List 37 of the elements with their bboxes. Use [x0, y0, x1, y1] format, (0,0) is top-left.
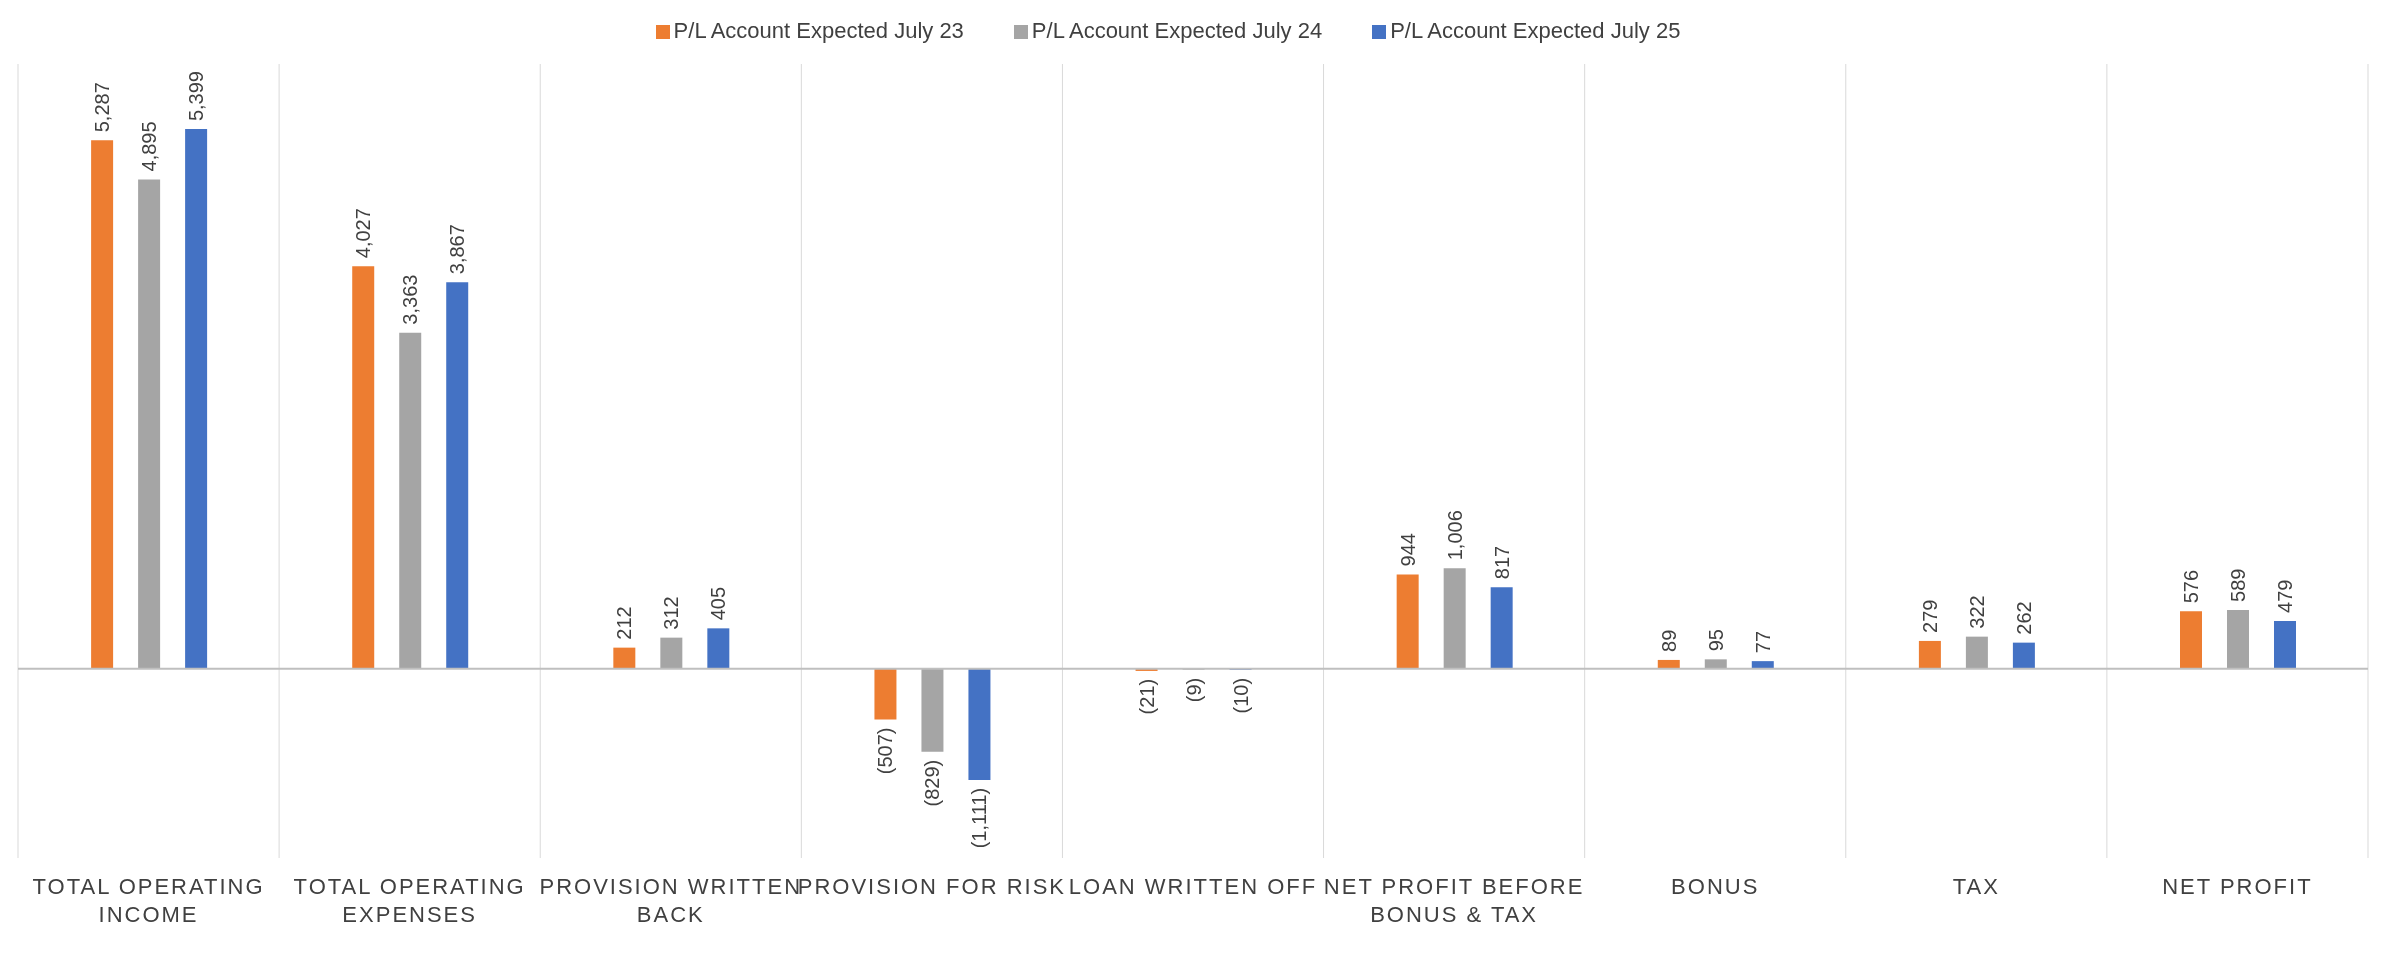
- x-tick-label: TOTAL OPERATING EXPENSES: [293, 874, 526, 927]
- data-label: 3,363: [399, 274, 422, 325]
- data-label: 4,027: [352, 208, 375, 259]
- data-label: 77: [1751, 630, 1774, 654]
- data-label: 4,895: [138, 121, 161, 172]
- data-label: (507): [874, 727, 897, 775]
- data-label: (9): [1182, 677, 1205, 703]
- data-label: 576: [2180, 569, 2202, 604]
- data-label: 405: [707, 586, 730, 621]
- data-label: 95: [1704, 629, 1727, 652]
- data-label: (1,111): [968, 787, 991, 849]
- x-tick-label: TOTAL OPERATING INCOME: [32, 874, 265, 927]
- x-tick-label: BONUS: [1671, 874, 1760, 899]
- data-label: (21): [1135, 678, 1158, 715]
- data-label: 3,867: [446, 224, 469, 275]
- x-tick-label: NET PROFIT: [2162, 874, 2313, 899]
- data-label: 322: [1965, 595, 1988, 629]
- x-tick-label: NET PROFIT BEFORE BONUS & TAX: [1323, 874, 1585, 927]
- data-label: 279: [1918, 599, 1941, 633]
- data-label: 589: [2227, 568, 2249, 602]
- data-label: 212: [613, 606, 636, 640]
- x-tick-label: LOAN WRITTEN OFF: [1068, 874, 1318, 899]
- data-label: 312: [660, 596, 683, 630]
- data-label: (829): [921, 759, 944, 807]
- data-label: 5,287: [91, 82, 114, 133]
- data-label: (10): [1229, 677, 1252, 714]
- data-label: 262: [2012, 601, 2035, 635]
- data-label: 89: [1657, 629, 1680, 652]
- legend-label: P/L Account Expected July 23: [673, 18, 964, 43]
- legend-label: P/L Account Expected July 24: [1031, 18, 1323, 43]
- legend-label: P/L Account Expected July 25: [1390, 18, 1681, 43]
- data-label: 5,399: [185, 71, 208, 122]
- data-label: 817: [1490, 545, 1513, 580]
- x-tick-label: TAX: [1952, 874, 2000, 899]
- data-label: 479: [2274, 579, 2296, 613]
- data-label: 1,006: [1443, 510, 1466, 561]
- data-label: 944: [1396, 533, 1419, 567]
